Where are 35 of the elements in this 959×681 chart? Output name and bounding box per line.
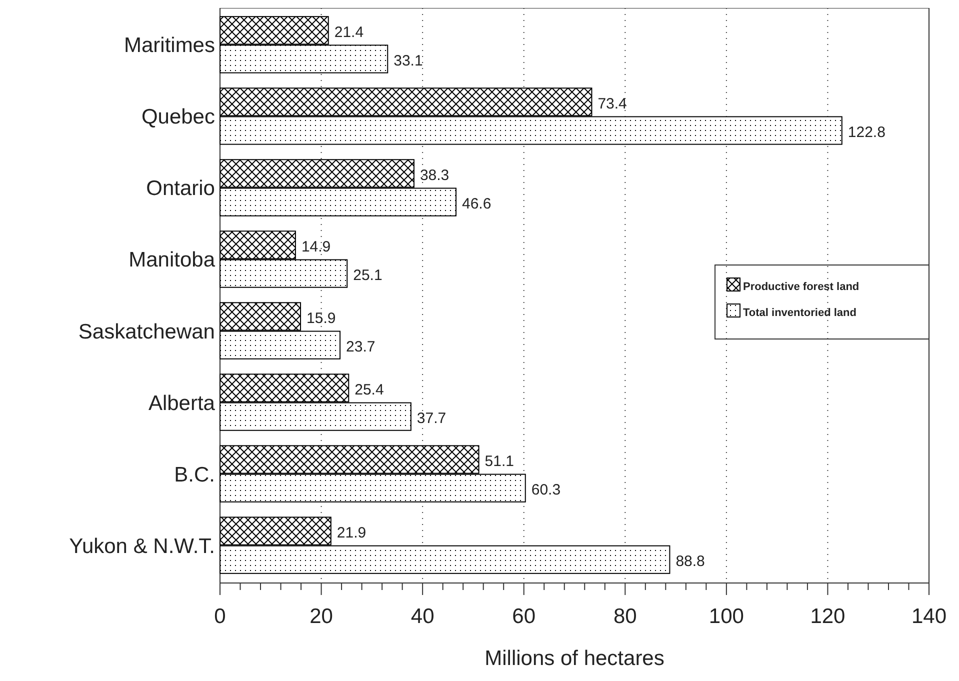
legend-label: Total inventoried land [743,307,856,319]
x-tick-label: 100 [708,605,744,628]
y-tick-label: Maritimes [124,34,215,58]
data-label: 38.3 [420,166,450,184]
data-label: 14.9 [301,238,331,256]
x-tick-label: 120 [810,605,846,628]
y-tick-label: Yukon & N.W.T. [69,534,215,558]
legend-label: Productive forest land [743,281,860,293]
y-tick-label: Saskatchewan [78,320,215,344]
y-tick-label: Ontario [146,177,215,200]
data-label: 21.4 [334,24,364,41]
x-tick-label: 0 [214,605,226,628]
x-axis-title: Millions of hectares [484,647,664,670]
data-label: 23.7 [346,338,376,356]
data-label: 51.1 [484,452,514,470]
data-label: 25.4 [354,381,384,398]
x-tick-label: 140 [911,605,947,628]
x-tick-label: 20 [310,605,333,628]
data-label: 46.6 [462,196,492,213]
data-label: 33.1 [394,52,423,70]
y-tick-label: Manitoba [128,248,216,272]
x-tick-label: 60 [512,605,536,628]
y-tick-label: Alberta [148,392,216,415]
data-label: 73.4 [598,95,627,112]
data-label: 21.9 [336,524,366,542]
y-tick-label: B.C. [174,463,215,486]
data-label: 88.8 [676,553,705,570]
data-label: 122.8 [848,124,886,142]
data-label: 25.1 [353,267,382,284]
data-label: 15.9 [306,310,336,327]
data-label: 37.7 [416,410,446,428]
data-label: 60.3 [531,482,561,499]
x-tick-label: 40 [410,605,434,628]
x-tick-label: 80 [613,605,637,628]
y-tick-label: Quebec [141,106,215,129]
